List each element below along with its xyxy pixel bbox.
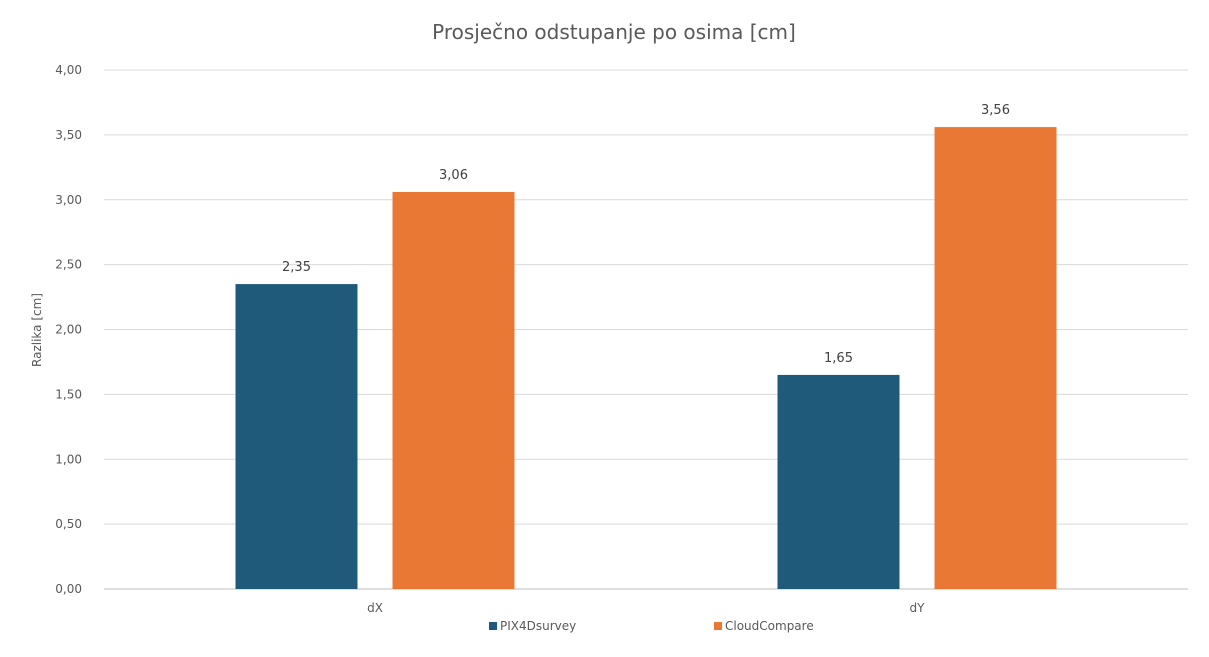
y-axis-ticks: 0,00 0,50 1,00 1,50 2,00 2,50 3,00 3,50 4,00 <box>55 63 82 596</box>
y-tick-label: 1,00 <box>55 452 82 466</box>
y-tick-label: 3,00 <box>55 193 82 207</box>
x-tick-label: dY <box>910 601 926 615</box>
chart-title: Prosječno odstupanje po osima [cm] <box>432 20 796 44</box>
legend-swatch <box>714 622 722 630</box>
bar-pix4dsurvey-dx <box>235 284 358 589</box>
data-labels: 2,35 3,06 1,65 3,56 <box>282 103 1010 366</box>
x-axis-ticks: dX dY <box>367 601 925 615</box>
legend: PIX4Dsurvey CloudCompare <box>489 619 814 633</box>
y-tick-label: 3,50 <box>55 128 82 142</box>
legend-label: CloudCompare <box>725 619 814 633</box>
legend-label: PIX4Dsurvey <box>500 619 576 633</box>
data-label: 2,35 <box>282 260 311 275</box>
y-tick-label: 2,00 <box>55 323 82 337</box>
bars <box>235 127 1057 589</box>
data-label: 3,06 <box>439 168 468 183</box>
data-label: 3,56 <box>981 103 1010 118</box>
legend-swatch <box>489 622 497 630</box>
y-tick-label: 4,00 <box>55 63 82 77</box>
y-tick-label: 0,00 <box>55 582 82 596</box>
data-label: 1,65 <box>824 351 853 366</box>
bar-cloudcompare-dy <box>934 127 1057 589</box>
y-axis-title: Razlika [cm] <box>30 293 44 367</box>
y-tick-label: 0,50 <box>55 517 82 531</box>
y-tick-label: 1,50 <box>55 387 82 401</box>
bar-pix4dsurvey-dy <box>777 374 900 589</box>
y-tick-label: 2,50 <box>55 258 82 272</box>
bar-cloudcompare-dx <box>392 191 515 589</box>
x-tick-label: dX <box>367 601 383 615</box>
